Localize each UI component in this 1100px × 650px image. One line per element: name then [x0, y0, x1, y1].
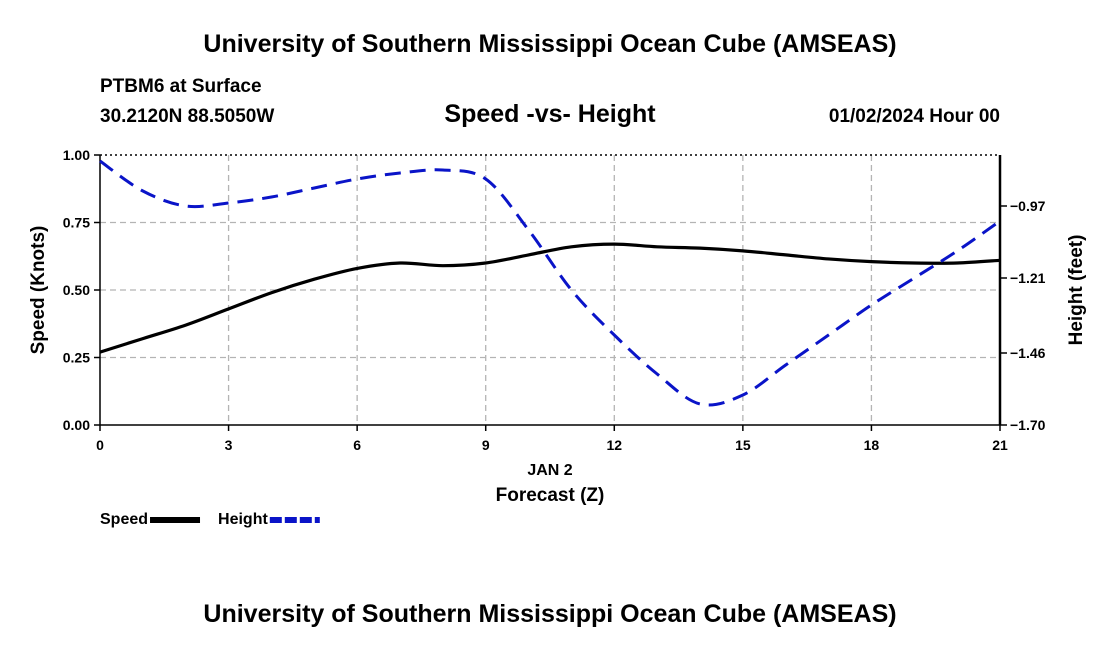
y-tick-label: 0.75 [63, 215, 90, 231]
x-tick-label: 9 [482, 437, 490, 453]
legend: Speed Height [100, 511, 320, 528]
y-axis-title: Speed (Knots) [28, 226, 49, 355]
date-label: JAN 2 [527, 462, 572, 479]
x-axis-title: Forecast (Z) [496, 485, 605, 506]
y2-tick-label: −1.46 [1010, 345, 1046, 361]
x-tick-label: 6 [353, 437, 361, 453]
speed-line [99, 242, 1001, 354]
legend-label-speed: Speed [100, 511, 148, 528]
y-tick-label: 0.25 [63, 350, 90, 366]
x-tick-label: 21 [992, 437, 1008, 453]
station-label: PTBM6 at Surface [100, 76, 262, 97]
x-tick-label: 18 [864, 437, 880, 453]
y2-tick-label: −1.70 [1010, 417, 1046, 433]
speed-height-chart: 0 3 6 9 12 15 18 21 0.00 0.25 0.50 0.75 1.00 −1.70 −1.… [28, 147, 1087, 528]
coordinates-label: 30.2120N 88.5050W [100, 106, 275, 127]
x-tick-label: 15 [735, 437, 751, 453]
series-speed [99, 242, 1001, 354]
x-tick-label: 12 [606, 437, 622, 453]
legend-label-height: Height [218, 511, 268, 528]
footer-title: University of Southern Mississippi Ocean… [203, 600, 897, 628]
y2-tick-label: −0.97 [1010, 198, 1046, 214]
y-tick-label: 1.00 [63, 147, 90, 163]
chart-title: University of Southern Mississippi Ocean… [203, 30, 897, 58]
series-height [99, 159, 1001, 407]
y2-tick-label: −1.21 [1010, 270, 1046, 286]
height-line [99, 159, 1001, 407]
x-tick-label: 0 [96, 437, 104, 453]
x-tick-label: 3 [225, 437, 233, 453]
grid-lines [100, 155, 1000, 425]
datetime-label: 01/02/2024 Hour 00 [828, 106, 1000, 127]
y-tick-label: 0.50 [63, 282, 90, 298]
y-tick-label: 0.00 [63, 417, 90, 433]
y2-axis-title: Height (feet) [1066, 235, 1087, 346]
chart-subtitle: Speed -vs- Height [444, 100, 656, 128]
